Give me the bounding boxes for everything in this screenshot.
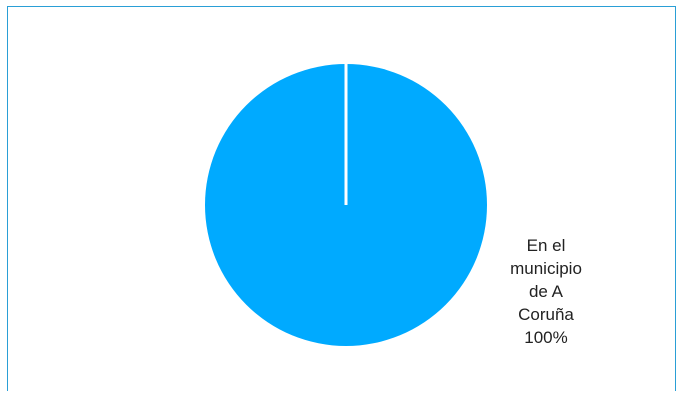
slice-label-line: Coruña <box>518 305 574 324</box>
slice-label-value: 100% <box>524 328 568 347</box>
slice-label-line: En el <box>526 236 566 255</box>
slice-label-line: de A <box>528 282 564 301</box>
slice-label-line: municipio <box>510 259 582 278</box>
slice-data-label: En el municipio de A Coruña 100% <box>488 234 604 349</box>
